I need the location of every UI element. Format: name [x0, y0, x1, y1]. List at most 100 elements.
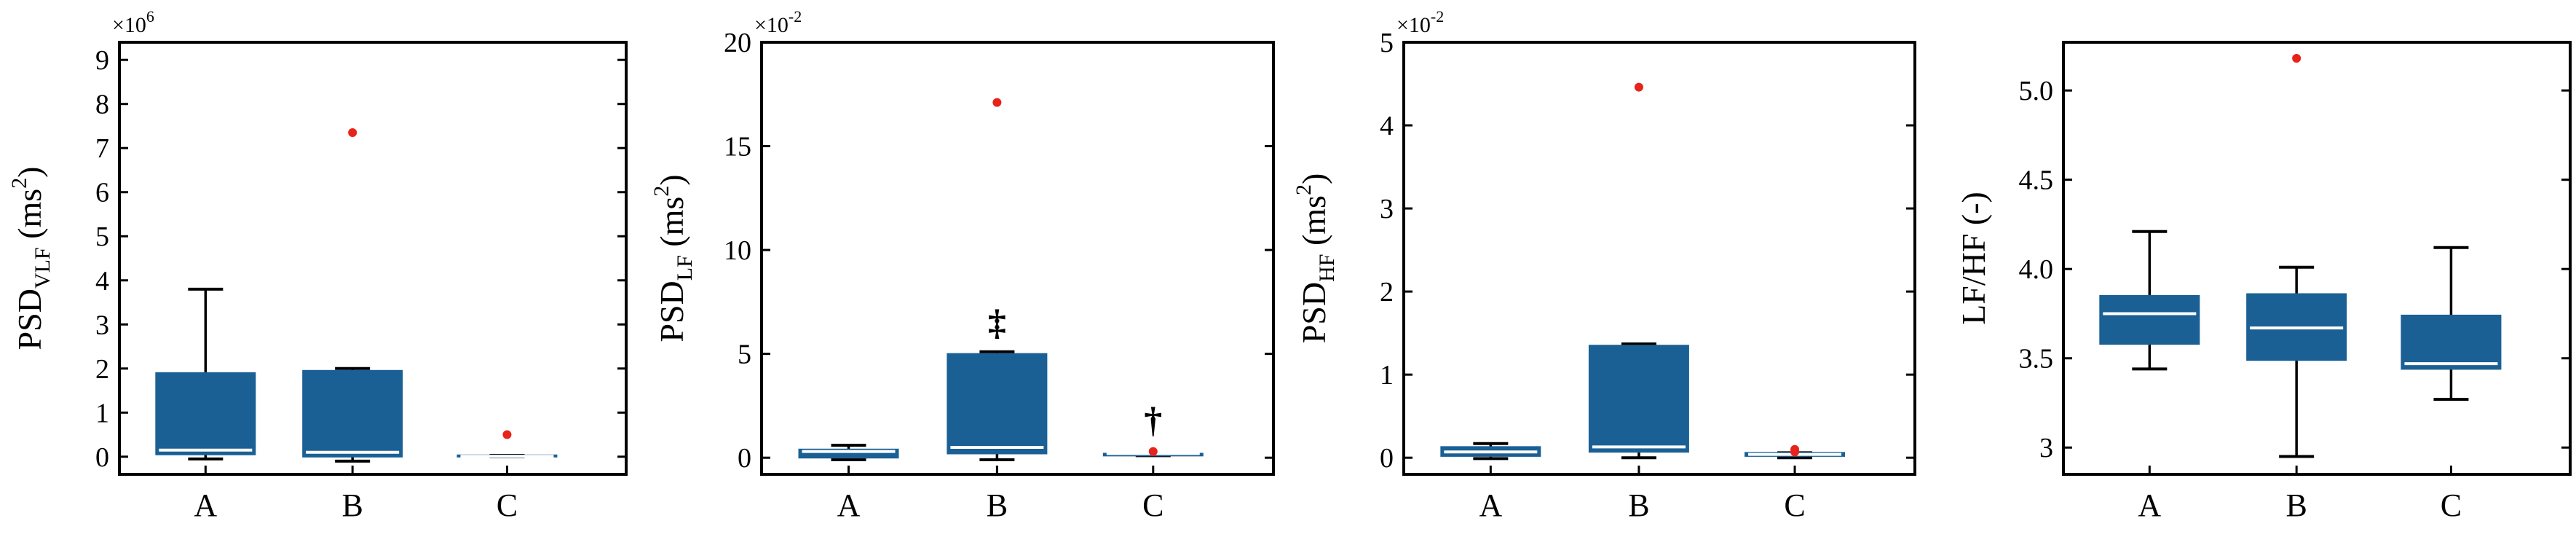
y-tick-label: 0	[1380, 443, 1394, 474]
significance-marker: ‡	[988, 302, 1006, 342]
exponent-base: ×10	[754, 13, 789, 37]
plot-frame	[1402, 41, 1916, 476]
y-tick-label: 7	[95, 133, 109, 164]
plot-frame	[118, 41, 628, 476]
y-tick-label: 1	[95, 398, 109, 428]
x-tick-label: C	[2441, 487, 2462, 523]
x-tick-label: B	[1628, 487, 1649, 523]
y-tick-label: 15	[724, 132, 751, 162]
box-body	[302, 369, 403, 458]
y-tick-label: 5	[738, 340, 751, 370]
exponent-label: ×10-2	[754, 7, 802, 37]
box-body	[798, 448, 899, 459]
y-axis-title-sub: VLF	[31, 247, 55, 289]
box-A	[155, 287, 256, 460]
y-axis-title-main: PSD	[653, 281, 690, 342]
x-tick-label: B	[2285, 487, 2307, 523]
x-tick-label: C	[1784, 487, 1805, 523]
x-tick-label: A	[2138, 487, 2161, 523]
box-C	[2401, 246, 2502, 401]
y-tick-label: 3	[2039, 433, 2053, 463]
y-tick-label: 5.0	[2019, 76, 2054, 106]
y-axis-title-sub: LF	[673, 255, 697, 281]
outlier-point	[348, 128, 357, 138]
y-tick-label: 5	[1380, 28, 1394, 58]
box-B	[947, 98, 1048, 462]
box-C	[1102, 447, 1204, 458]
exponent-base: ×10	[1396, 13, 1431, 37]
y-axis-title-main: LF/HF (-)	[1955, 192, 1992, 325]
box-A	[798, 444, 899, 462]
outlier-point	[2292, 54, 2302, 63]
box-B	[2246, 54, 2347, 458]
x-tick-label: A	[194, 487, 217, 523]
box-C	[1745, 444, 1846, 460]
y-tick-label: 5	[95, 222, 109, 252]
box-B	[302, 128, 403, 463]
exponent-power: 6	[146, 7, 154, 26]
y-tick-label: 6	[95, 178, 109, 208]
y-axis-title-unit: (ms	[11, 189, 48, 248]
box-C	[457, 430, 558, 458]
y-tick-label: 4.5	[2019, 165, 2054, 196]
y-axis-title-close: )	[653, 174, 690, 185]
box-A	[1440, 442, 1541, 460]
y-axis-title-sup: 2	[649, 186, 673, 197]
box-B	[1588, 82, 1689, 460]
x-tick-label: C	[497, 487, 518, 523]
y-tick-label: 20	[724, 28, 751, 58]
outlier-point	[992, 98, 1002, 107]
y-axis-title-sup: 2	[1292, 184, 1316, 195]
outlier-point	[1634, 82, 1643, 92]
y-axis-title-close: )	[1295, 173, 1332, 184]
box-body	[155, 372, 256, 455]
y-tick-label: 3	[1380, 194, 1394, 224]
y-tick-label: 1	[1380, 360, 1394, 391]
plot-frame	[760, 41, 1275, 476]
exponent-label: ×10-2	[1396, 7, 1444, 37]
y-tick-label: 4	[1380, 111, 1394, 141]
y-axis-title: PSDLF (ms2)	[649, 174, 697, 342]
y-tick-label: 9	[95, 45, 109, 76]
y-axis-title-sub: HF	[1315, 254, 1339, 282]
box-body	[1588, 345, 1689, 453]
y-tick-label: 0	[95, 442, 109, 473]
x-tick-label: A	[837, 487, 861, 523]
y-axis-title-unit: (ms	[1295, 195, 1332, 254]
y-axis-title-main: PSD	[1295, 282, 1332, 343]
x-tick-label: B	[987, 487, 1008, 523]
x-tick-label: B	[341, 487, 363, 523]
plot-frame	[2062, 41, 2572, 476]
y-axis-title-sup: 2	[7, 178, 31, 189]
exponent-label: ×106	[112, 7, 154, 37]
x-tick-label: A	[1479, 487, 1502, 523]
y-tick-label: 0	[738, 443, 751, 474]
y-tick-label: 10	[724, 235, 751, 266]
y-tick-label: 2	[95, 354, 109, 385]
y-axis-title: PSDVLF (ms2)	[7, 167, 55, 350]
x-tick-label: C	[1142, 487, 1163, 523]
y-tick-label: 8	[95, 90, 109, 120]
y-tick-label: 3	[95, 310, 109, 340]
significance-marker: †	[1144, 399, 1162, 440]
box-body	[2099, 294, 2200, 345]
chart-panel-4: 3 3.5 4.0 4.5 5.0 A B C LF/HF (-)	[1955, 41, 2572, 523]
y-axis-title: LF/HF (-)	[1955, 192, 1992, 325]
outlier-point	[1790, 447, 1800, 457]
y-axis-title-main: PSD	[11, 289, 48, 350]
y-tick-label: 4.0	[2019, 254, 2054, 285]
y-tick-label: 2	[1380, 277, 1394, 307]
y-tick-label: 4	[95, 266, 109, 297]
outlier-point	[502, 430, 512, 439]
y-axis-title: PSDHF (ms2)	[1292, 173, 1339, 344]
box-body	[947, 353, 1048, 455]
box-body	[2401, 314, 2502, 370]
y-axis-title-unit: (ms	[653, 197, 690, 256]
exponent-base: ×10	[112, 13, 146, 37]
y-axis-title-close: )	[11, 167, 48, 178]
chart-panel-2: 0 5 10 15 20 A B C ×10-2 PSDLF (ms2) ‡ †	[649, 7, 1275, 523]
outlier-point	[1148, 447, 1158, 456]
